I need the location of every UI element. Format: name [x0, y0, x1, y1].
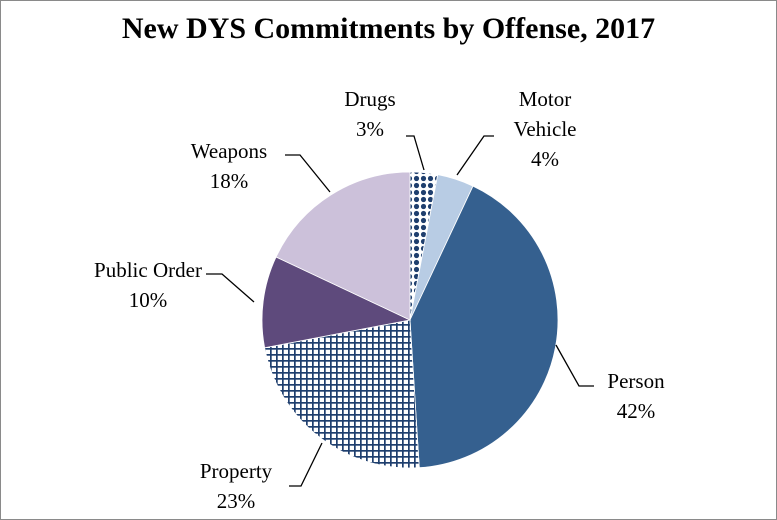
slice-label-public-order: Public Order 10% [94, 258, 202, 312]
chart-title: New DYS Commitments by Offense, 2017 [121, 12, 656, 45]
pie-slice-weapons [275, 171, 411, 321]
leader-line-public-order [206, 273, 255, 303]
slice-label-weapons: Weapons 18% [191, 139, 267, 193]
slice-label-person: Person 42% [607, 369, 665, 423]
leader-line-motor-vehicle [456, 135, 494, 176]
pie-slice-public-order [261, 256, 412, 349]
leader-line-person [555, 344, 594, 387]
slice-label-drugs: Drugs 3% [344, 87, 395, 141]
pie-slice-property [264, 319, 420, 469]
slice-label-motor-vehicle: Motor Vehicle 4% [514, 87, 577, 171]
leader-line-weapons [285, 154, 331, 193]
slice-label-property: Property 23% [200, 459, 273, 513]
leader-line-property [289, 442, 323, 487]
slice-labels: Drugs 3% Motor Vehicle 4% Person 42% Property 23… [94, 87, 665, 513]
leader-lines [206, 135, 594, 487]
pie-slice-person [409, 185, 559, 469]
leader-line-drugs [406, 135, 425, 171]
pie-slices [261, 171, 559, 469]
